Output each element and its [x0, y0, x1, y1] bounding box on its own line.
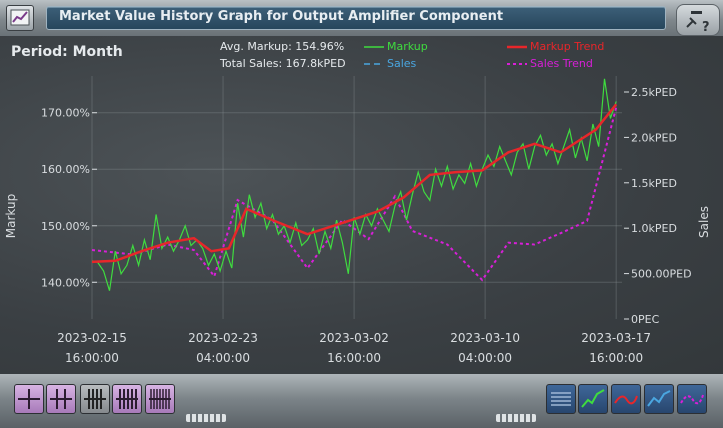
y-axis-label-sales: Sales: [697, 206, 711, 238]
x-tick-time: 04:00:00: [458, 351, 512, 365]
y2-tick-label: 1.0kPED: [631, 222, 677, 235]
x-tick-time: 16:00:00: [589, 351, 643, 365]
five-divider-icon: [116, 389, 138, 409]
legend-item-markup-trend: Markup Trend: [507, 40, 604, 53]
market-value-chart: Period: Month Avg. Markup: 154.96% Total…: [4, 40, 711, 365]
x-tick-time: 04:00:00: [196, 351, 250, 365]
y2-tick-label: 1.5kPED: [631, 177, 677, 190]
y2-axis-ticks: 0PEC 500.00PED 1.0kPED 1.5kPED 2.0kPED 2.5kPE…: [624, 86, 692, 326]
window-controls: ?: [676, 4, 720, 36]
graph-app-icon: [6, 5, 34, 31]
legend-label-markup: Markup: [387, 40, 428, 53]
legend-label-sales-trend: Sales Trend: [530, 57, 593, 70]
markup-graph-icon: [581, 389, 605, 408]
legend-item-sales-trend: Sales Trend: [507, 57, 593, 70]
x-tick-date: 2023-03-02: [319, 331, 389, 345]
legend-label-sales: Sales: [387, 57, 417, 70]
grid-divider-2-button[interactable]: [46, 384, 76, 414]
sales-trend-graph-icon: [680, 394, 704, 405]
title-plate: Market Value History Graph for Output Am…: [46, 6, 666, 30]
grid-lines: [91, 76, 622, 319]
grid-divider-5-button[interactable]: [112, 384, 142, 414]
window-title: Market Value History Graph for Output Am…: [59, 9, 504, 24]
y-tick-label: 140.00%: [41, 276, 90, 289]
y-tick-label: 160.00%: [41, 163, 90, 176]
two-divider-icon: [50, 389, 72, 409]
avg-markup-label: Avg. Markup: 154.96%: [220, 40, 344, 53]
toggle-markup-trend-button[interactable]: [611, 384, 641, 414]
toolbar-grip-left: [186, 414, 226, 422]
legend-item-markup: Markup: [364, 40, 428, 53]
x-tick: 2023-02-15 16:00:00: [57, 331, 127, 365]
toolbar-grip-right: [496, 414, 536, 422]
sales-graph-icon: [647, 390, 671, 407]
x-tick: 2023-03-02 16:00:00: [319, 331, 389, 365]
bottom-toolbar: [0, 374, 723, 428]
toggle-sales-trend-button[interactable]: [677, 384, 707, 414]
y-axis-ticks: 140.00% 150.00% 160.00% 170.00%: [41, 107, 97, 289]
toggle-markup-button[interactable]: [578, 384, 608, 414]
legend-item-sales: Sales: [364, 57, 417, 70]
show-list-button[interactable]: [546, 384, 576, 414]
period-label: Period: Month: [11, 44, 123, 60]
grid-divider-4-button[interactable]: [80, 384, 110, 414]
list-icon: [551, 392, 571, 406]
grid-divider-8-button[interactable]: [145, 384, 175, 414]
x-tick-date: 2023-03-17: [581, 331, 651, 345]
y2-tick-label: 2.0kPED: [631, 131, 677, 144]
total-sales-label: Total Sales: 167.8kPED: [219, 57, 346, 70]
series-sales-trend-line: [91, 107, 618, 282]
y-tick-label: 170.00%: [41, 107, 90, 120]
y2-tick-label: 0PEC: [631, 313, 660, 326]
x-tick: 2023-03-17 16:00:00: [581, 331, 651, 365]
markup-trend-graph-icon: [614, 395, 638, 405]
pin-icon[interactable]: [686, 17, 697, 28]
help-icon[interactable]: ?: [702, 20, 710, 35]
minimize-icon[interactable]: [691, 11, 702, 14]
y-axis-label-markup: Markup: [4, 194, 18, 238]
y-tick-label: 150.00%: [41, 220, 90, 233]
y2-tick-label: 500.00PED: [631, 268, 692, 281]
x-tick-time: 16:00:00: [65, 351, 119, 365]
one-divider-icon: [18, 389, 40, 409]
legend-label-markup-trend: Markup Trend: [530, 40, 604, 53]
x-axis-ticks: 2023-02-1516:00:002023-02-2304:00:002023…: [57, 331, 651, 365]
y2-tick-label: 2.5kPED: [631, 86, 677, 99]
x-tick-date: 2023-02-23: [188, 331, 258, 345]
controls-glyphs: ?: [686, 11, 710, 35]
series-markup-trend-line: [91, 103, 618, 264]
chart-glyph-icon: [10, 9, 30, 26]
grid-divider-1-button[interactable]: [14, 384, 44, 414]
title-bar[interactable]: Market Value History Graph for Output Am…: [0, 0, 723, 36]
toggle-sales-button[interactable]: [644, 384, 674, 414]
x-tick-time: 16:00:00: [327, 351, 381, 365]
x-tick: 2023-02-23 04:00:00: [188, 331, 258, 365]
eight-divider-icon: [149, 389, 171, 409]
x-tick-date: 2023-03-10: [450, 331, 520, 345]
graph-area: Period: Month Avg. Markup: 154.96% Total…: [0, 36, 723, 374]
x-tick: 2023-03-10 04:00:00: [450, 331, 520, 365]
legend: Markup Markup Trend Sales Sales Trend: [364, 40, 604, 70]
four-divider-icon: [84, 389, 106, 409]
x-tick-date: 2023-02-15: [57, 331, 127, 345]
